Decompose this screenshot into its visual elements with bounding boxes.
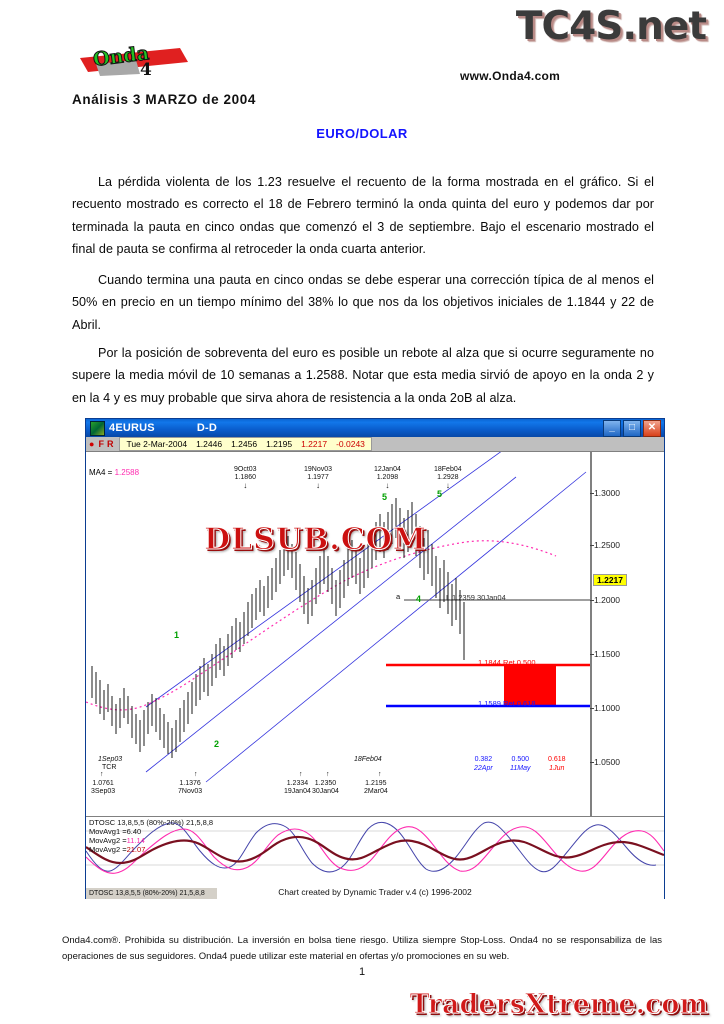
pivot-top-3: 12Jan04 1.2098 ↓: [374, 466, 401, 490]
pivot-bottom-1: 1.0761 3Sep03: [91, 780, 116, 795]
price-tick-10500: 1.0500: [590, 757, 620, 767]
price-tick-11500: 1.1500: [590, 649, 620, 659]
page-title: EURO/DOLAR: [316, 126, 408, 141]
price-tick-11000: 1.1000: [590, 703, 620, 713]
quote-change: -0.0243: [336, 439, 365, 449]
quote-high: 1.2456: [231, 439, 258, 449]
pivot-top-4: 18Feb04 1.2928 ↓: [434, 466, 462, 490]
quote-toolbar: ● F R Tue 2-Mar-2004 1.2446 1.2456 1.219…: [86, 437, 664, 451]
arrow-up-icon-3: ↑: [326, 771, 330, 778]
wave-label-5: 5: [437, 489, 443, 499]
watermark: DLSUB.COM: [204, 522, 427, 558]
price-tick-12500: 1.2500: [590, 540, 620, 550]
pivot-bottom-4: 1.2350 30Jan04: [312, 780, 339, 795]
app-icon: [90, 420, 105, 436]
window-controls: _ □ ✕: [603, 419, 662, 437]
window-title: 4EURUS: [109, 422, 155, 434]
time-ret-382: 0.382 22Apr: [474, 756, 493, 772]
arrow-up-icon-0: ↑: [100, 771, 104, 778]
price-plot-svg: [86, 452, 592, 783]
paragraph-3: Por la posición de sobreventa del euro e…: [72, 345, 654, 405]
price-tick-13000: 1.3000: [590, 488, 620, 498]
wave-label-1: 1: [174, 630, 180, 640]
label-tcr: TCR: [102, 764, 117, 771]
pivot-bottom-2: 1.1376 7Nov03: [178, 780, 203, 795]
pivot-bottom-3: 1.2334 19Jan04: [284, 780, 311, 795]
window-titlebar[interactable]: 4EURUS D-D _ □ ✕: [86, 419, 664, 437]
disclaimer-text: Onda4.com®. Prohibida su distribución. L…: [62, 935, 662, 962]
current-price-tag: 1.2217: [593, 574, 627, 586]
price-tick-12000: 1.2000: [590, 595, 620, 605]
indicator-tab[interactable]: DTOSC 13,8,5,5 (80%-20%) 21,5,8,8: [86, 887, 217, 899]
maximize-icon[interactable]: □: [623, 419, 641, 437]
ma-label: MA4 = 1.2588: [89, 468, 140, 477]
label-18feb04: 18Feb04: [354, 756, 382, 763]
quote-fields: Tue 2-Mar-2004 1.2446 1.2456 1.2195 1.22…: [119, 437, 372, 451]
close-icon[interactable]: ✕: [643, 419, 661, 437]
window-subtitle: D-D: [196, 422, 217, 434]
onda4-logo: Onda 4: [80, 42, 188, 80]
status-dot-icon: ●: [89, 439, 95, 449]
quote-open: 1.2446: [196, 439, 223, 449]
pivot-top-2: 19Nov03 1.1977 ↓: [304, 466, 333, 490]
wave-label-a: a: [396, 592, 401, 601]
annotation-ret-500: 1.1844 Ret 0.500: [478, 658, 536, 667]
wave-label-2: 2: [214, 739, 220, 749]
arrow-down-icon: ↓: [385, 481, 390, 490]
arrow-down-icon: ↓: [243, 481, 248, 490]
indicator-pane[interactable]: DTOSC 13,8,5,5 (80%-20%) 21,5,8,8 MovAvg…: [86, 816, 664, 899]
indicator-header: DTOSC 13,8,5,5 (80%-20%) 21,5,8,8 MovAvg…: [89, 818, 214, 854]
arrow-up-icon-2: ↑: [299, 771, 303, 778]
arrow-up-icon-4: ↑: [378, 771, 382, 778]
flag-r[interactable]: R: [106, 439, 114, 449]
tc4s-brand-logo: TC4S.net: [515, 4, 707, 49]
arrow-down-icon: ↓: [316, 481, 321, 490]
label-1sep03: 1Sep03: [98, 756, 123, 763]
time-ret-500: 0.500 11May: [510, 756, 531, 772]
minimize-icon[interactable]: _: [603, 419, 621, 437]
arrow-up-icon-1: ↑: [194, 771, 198, 778]
page-number: 1: [358, 966, 366, 978]
annotation-ret-618: 1.1589 Ret 0.618: [478, 699, 536, 708]
pivot-top-1: 9Oct03 1.1860 ↓: [234, 466, 257, 490]
quote-close: 1.2217: [301, 439, 328, 449]
indicator-svg: [86, 821, 664, 874]
arrow-down-icon: ↓: [445, 481, 450, 490]
annotation-low-line: L 1.2359 30Jan04: [446, 593, 506, 602]
quote-date: Tue 2-Mar-2004: [126, 439, 188, 449]
chart-window: 4EURUS D-D _ □ ✕ ● F R Tue 2-Mar-2004 1.…: [85, 418, 665, 899]
paragraph-2: Cuando termina una pauta en cinco ondas …: [72, 272, 654, 332]
price-bars: [91, 498, 465, 758]
paragraph-1: La pérdida violenta de los 1.23 resuelve…: [72, 174, 654, 257]
wave-label-4: 4: [416, 594, 422, 604]
time-ret-618: 0.618 1Jun: [548, 756, 566, 772]
wave-label-3: 5: [382, 492, 388, 502]
quote-low: 1.2195: [266, 439, 293, 449]
tradersxtreme-brand-logo: TradersXtreme.com: [409, 989, 708, 1021]
flag-f[interactable]: F: [98, 439, 104, 449]
svg-text:4: 4: [140, 60, 152, 78]
pivot-bottom-5: 1.2195 2Mar04: [364, 780, 388, 795]
analysis-date: Análisis 3 MARZO de 2004: [72, 92, 256, 107]
site-url: www.Onda4.com: [460, 69, 561, 83]
chart-canvas[interactable]: DLSUB.COM MA4 = 1.2588 9Oct03 1.1860 ↓ 1…: [86, 451, 664, 899]
chart-credit: Chart created by Dynamic Trader v.4 (c) …: [278, 887, 472, 897]
